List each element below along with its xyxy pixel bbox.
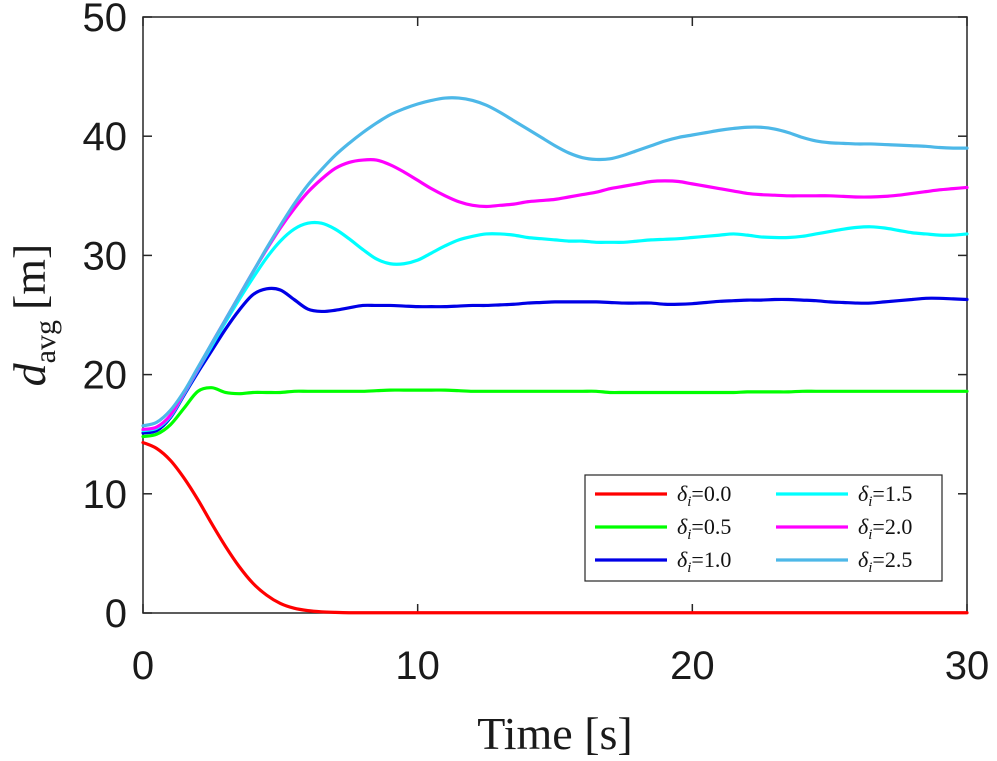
legend-label: δi=0.0 bbox=[677, 481, 731, 510]
x-tick-label: 0 bbox=[132, 644, 154, 688]
legend-label: δi=2.0 bbox=[858, 514, 912, 543]
series-line-2 bbox=[141, 286, 969, 435]
legend-label: δi=0.5 bbox=[677, 514, 731, 543]
x-tick-label: 30 bbox=[945, 644, 990, 688]
y-axis-label: davg [m] bbox=[4, 244, 62, 387]
legend: δi=0.0 δi=0.5 δi=1.0 δi=1.5 δi=2.0 δi=2.5 bbox=[584, 474, 943, 582]
series-line-0 bbox=[141, 440, 969, 615]
x-axis-label: Time [s] bbox=[477, 708, 633, 759]
axis-ticks: 0 10 20 30 0 10 20 30 40 50 bbox=[83, 0, 990, 688]
y-axis-label-main: d bbox=[4, 362, 55, 386]
y-axis-label-unit: [m] bbox=[4, 244, 55, 310]
series-line-1 bbox=[141, 386, 969, 439]
legend-label: δi=1.5 bbox=[858, 481, 912, 510]
data-series bbox=[141, 96, 969, 615]
legend-label: δi=2.5 bbox=[858, 547, 912, 576]
x-tick-label: 20 bbox=[670, 644, 715, 688]
y-tick-label: 0 bbox=[105, 592, 127, 636]
x-axis-label-text: Time [s] bbox=[477, 708, 633, 759]
x-tick-label: 10 bbox=[395, 644, 440, 688]
y-tick-label: 30 bbox=[83, 234, 128, 278]
legend-label: δi=1.0 bbox=[677, 547, 731, 576]
y-tick-label: 40 bbox=[83, 115, 128, 159]
y-tick-label: 10 bbox=[83, 473, 128, 517]
series-line-5 bbox=[141, 96, 969, 428]
y-tick-label: 20 bbox=[83, 354, 128, 398]
series-line-3 bbox=[141, 220, 969, 433]
y-tick-label: 50 bbox=[83, 0, 128, 40]
y-axis-label-sub: avg bbox=[29, 320, 62, 363]
